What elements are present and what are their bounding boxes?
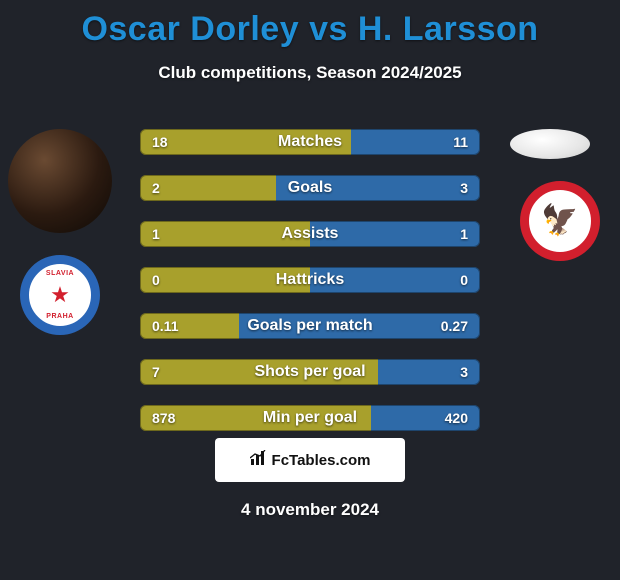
stat-left-fill [140, 221, 310, 247]
stat-right-fill [276, 175, 480, 201]
footer-site-label: FcTables.com [272, 452, 371, 469]
stat-left-value: 2 [152, 175, 160, 201]
club-left-text-bottom: PRAHA [46, 313, 73, 320]
page-date: 4 november 2024 [0, 500, 620, 520]
stat-row: 00Hattricks [140, 267, 480, 293]
stat-right-value: 1 [460, 221, 468, 247]
stat-left-value: 1 [152, 221, 160, 247]
club-left-star-icon: ★ [50, 284, 70, 306]
stat-row: 73Shots per goal [140, 359, 480, 385]
club-right-eagle-icon: 🦅 [541, 206, 578, 236]
page-title: Oscar Dorley vs H. Larsson [0, 0, 620, 49]
stat-left-value: 7 [152, 359, 160, 385]
footer-badge[interactable]: FcTables.com [215, 438, 405, 482]
stat-left-value: 0.11 [152, 313, 178, 339]
stat-row: 878420Min per goal [140, 405, 480, 431]
stat-row: 0.110.27Goals per match [140, 313, 480, 339]
stat-right-value: 0 [460, 267, 468, 293]
stat-left-fill [140, 267, 310, 293]
player-left-avatar [8, 129, 112, 233]
player-right-avatar [510, 129, 590, 159]
stat-right-value: 420 [445, 405, 468, 431]
stat-row: 11Assists [140, 221, 480, 247]
comparison-content: SLAVIA ★ PRAHA 🦅 1811Matches23Goals11Ass… [0, 111, 620, 451]
stat-right-value: 11 [453, 129, 468, 155]
club-left-badge: SLAVIA ★ PRAHA [20, 255, 100, 335]
stat-right-value: 3 [460, 359, 468, 385]
stat-left-fill [140, 359, 378, 385]
stat-left-value: 0 [152, 267, 160, 293]
stat-right-value: 3 [460, 175, 468, 201]
stat-right-fill [310, 221, 480, 247]
stat-left-value: 878 [152, 405, 175, 431]
chart-icon [250, 450, 266, 470]
stat-left-fill [140, 175, 276, 201]
stat-row: 1811Matches [140, 129, 480, 155]
stat-right-fill [310, 267, 480, 293]
stat-row: 23Goals [140, 175, 480, 201]
stat-bars-container: 1811Matches23Goals11Assists00Hattricks0.… [140, 129, 480, 451]
page-subtitle: Club competitions, Season 2024/2025 [0, 63, 620, 83]
stat-left-fill [140, 129, 351, 155]
stat-right-value: 0.27 [441, 313, 468, 339]
club-left-text-top: SLAVIA [46, 270, 74, 277]
stat-left-value: 18 [152, 129, 168, 155]
club-right-badge: 🦅 [520, 181, 600, 261]
